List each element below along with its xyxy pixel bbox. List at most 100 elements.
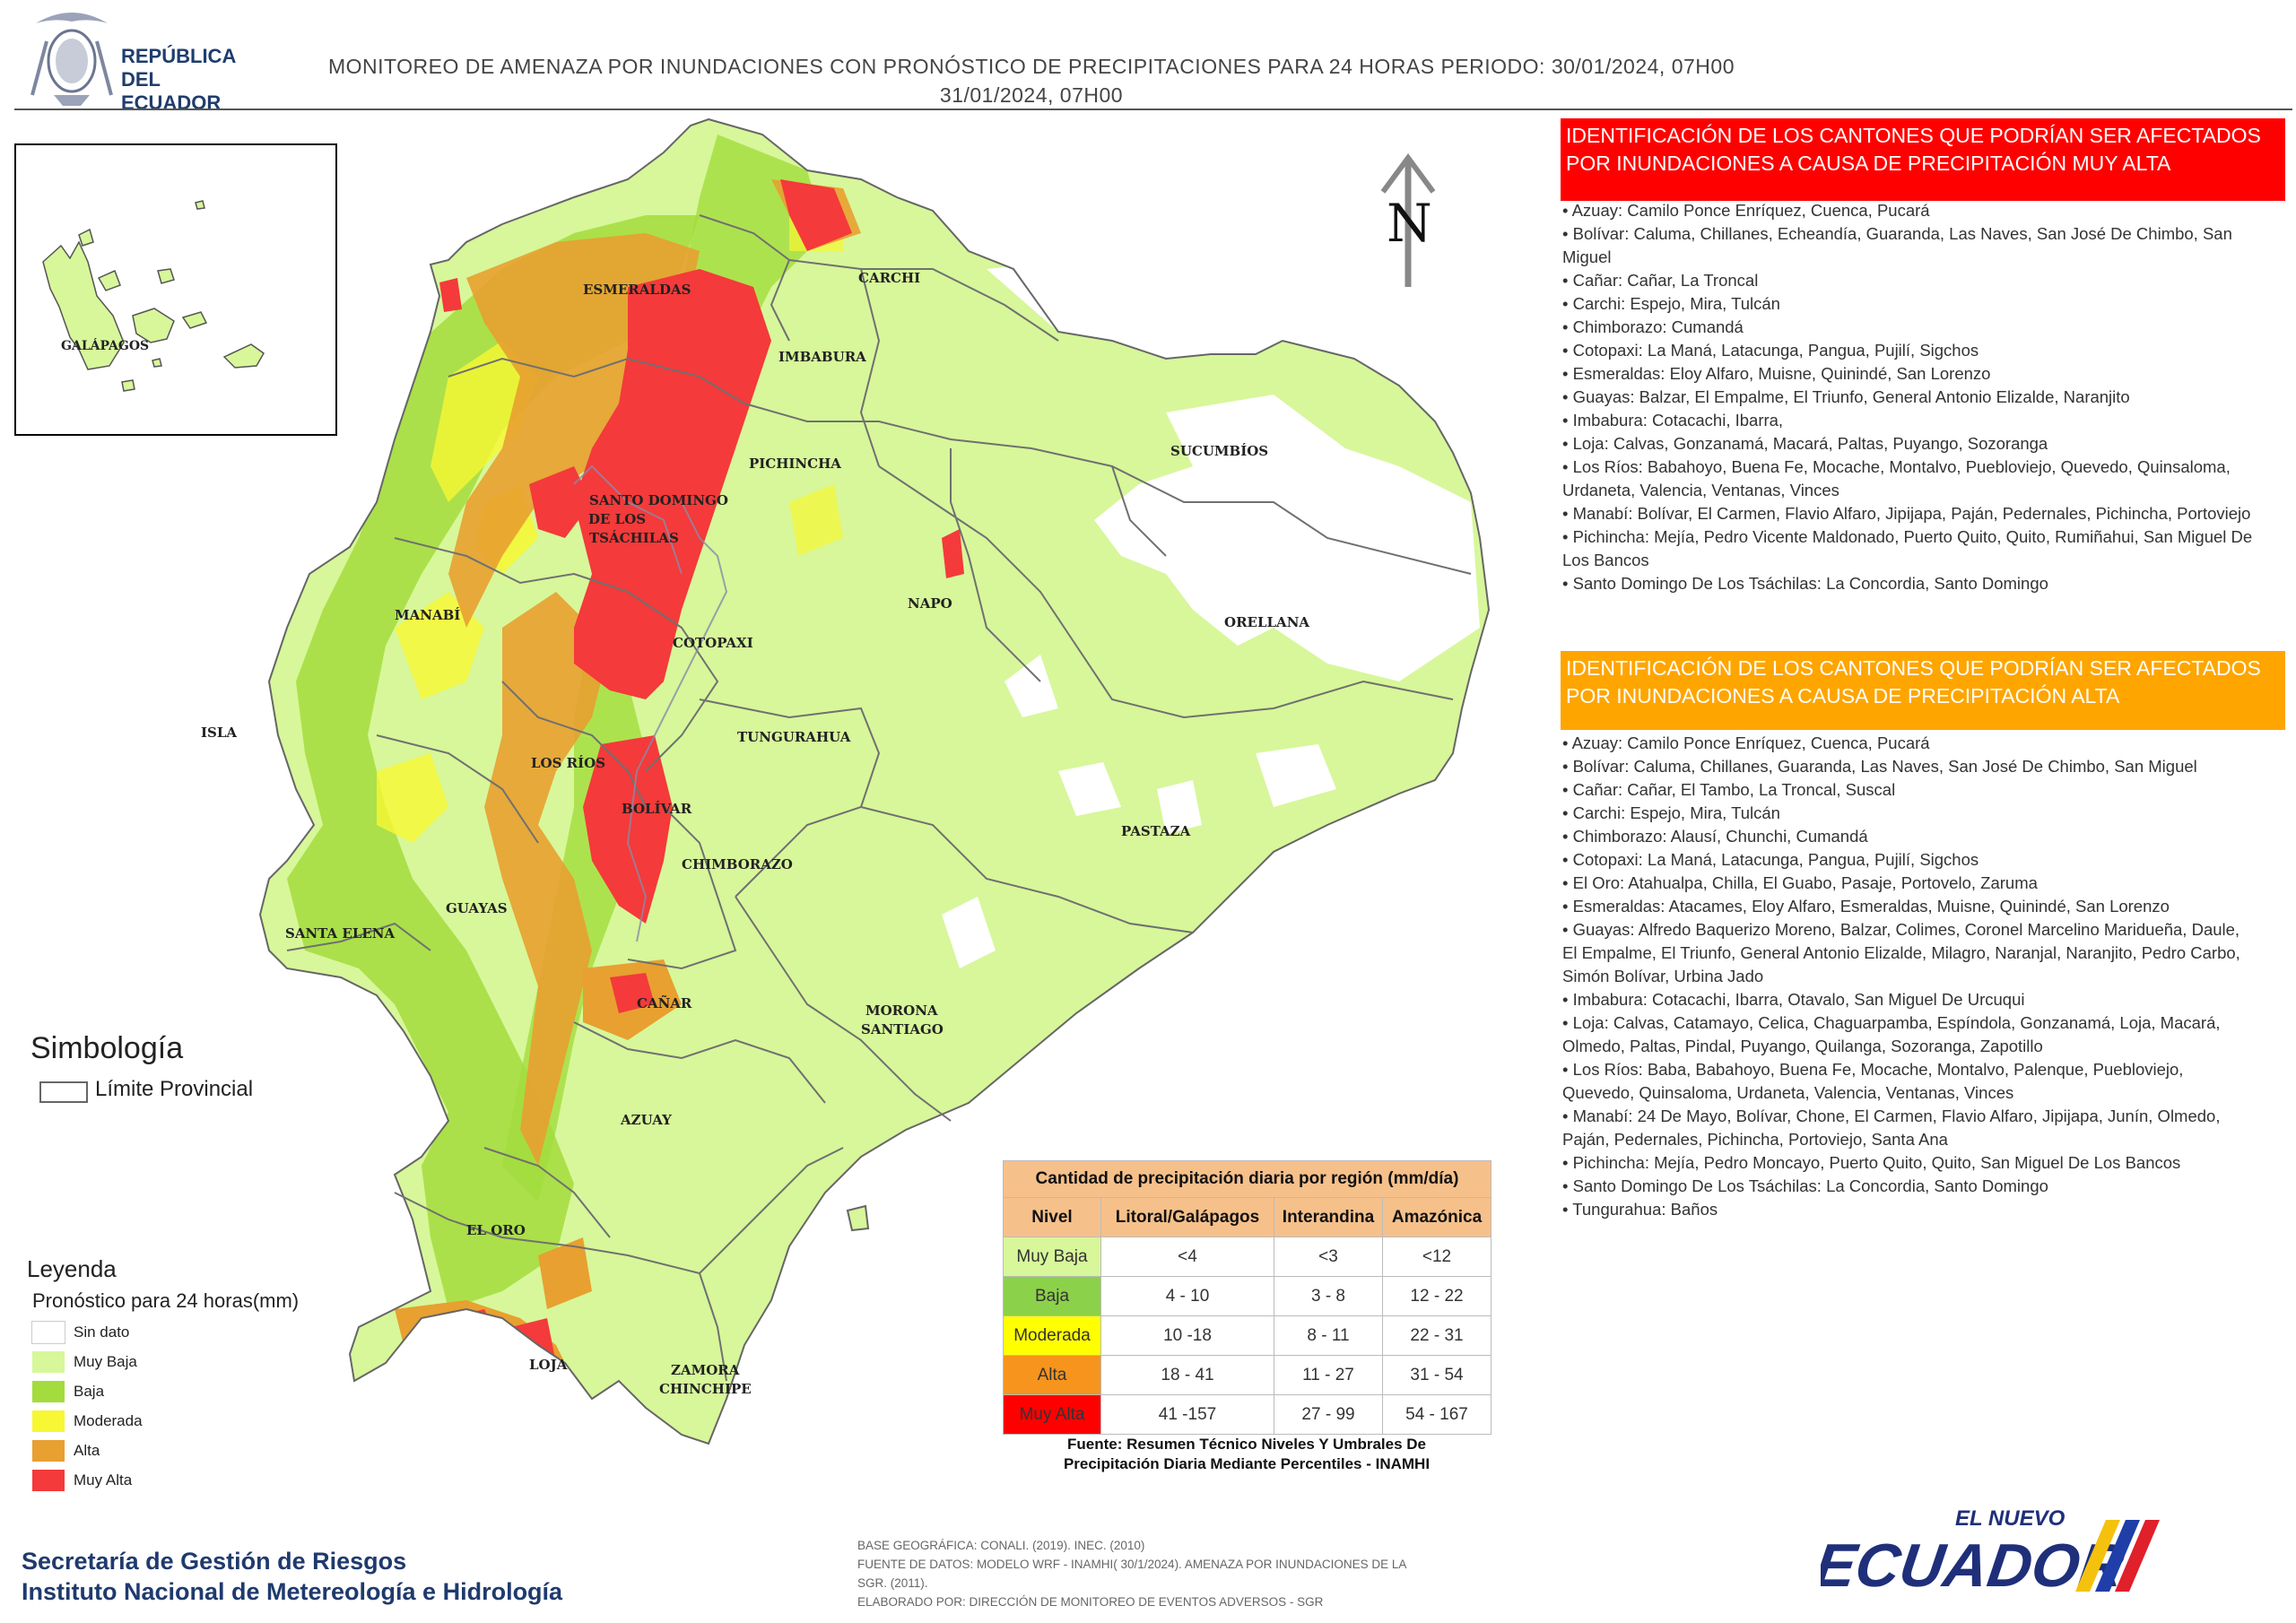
list-item: • Carchi: Espejo, Mira, Tulcán [1562, 803, 1780, 822]
list-item: • Esmeraldas: Atacames, Eloy Alfaro, Esm… [1562, 897, 2170, 916]
list-item: • Guayas: Alfredo Baquerizo Moreno, Balz… [1562, 920, 2240, 985]
leyenda-title: Leyenda [27, 1255, 117, 1282]
label-imbabura: IMBABURA [778, 349, 866, 365]
footer-organizations: Secretaría de Gestión de Riesgos Institu… [22, 1546, 562, 1607]
list-item: • Los Ríos: Baba, Babahoyo, Buena Fe, Mo… [1562, 1060, 2184, 1102]
legend-swatch [32, 1470, 65, 1491]
note-line-2: FUENTE DE DATOS: MODELO WRF - INAMHI( 30… [857, 1558, 1407, 1571]
galapagos-map: GALÁPAGOS [42, 200, 265, 392]
org-line-1: Secretaría de Gestión de Riesgos [22, 1548, 407, 1575]
label-cotopaxi: COTOPAXI [673, 635, 753, 651]
table-row: Muy Alta 41 -157 27 - 99 54 - 167 [1003, 1394, 1492, 1435]
label-bolivar: BOLÍVAR [622, 801, 692, 817]
level-cell: Muy Baja [1003, 1237, 1101, 1277]
legend-swatch [32, 1440, 65, 1462]
threshold-table: Cantidad de precipitación diaria por reg… [1003, 1160, 1492, 1435]
legend-swatch [32, 1410, 65, 1432]
galapagos-inset: GALÁPAGOS [14, 143, 337, 436]
title-line-1: MONITOREO DE AMENAZA POR INUNDACIONES CO… [327, 55, 1735, 78]
table-header: Interandina [1274, 1197, 1383, 1237]
amazonica-cell: 22 - 31 [1382, 1315, 1492, 1356]
label-tsachilas: TSÁCHILAS [589, 530, 679, 546]
list-item: • Santo Domingo De Los Tsáchilas: La Con… [1562, 574, 2048, 593]
label-santa-elena: SANTA ELENA [285, 925, 396, 942]
flag-stripes-icon [2075, 1520, 2160, 1592]
brand-small: EL NUEVO [1955, 1506, 2066, 1531]
header-divider [14, 108, 2292, 110]
source-line-1: Fuente: Resumen Técnico Niveles Y Umbral… [1067, 1436, 1426, 1453]
litoral-cell: 10 -18 [1100, 1315, 1274, 1356]
list-item: • Pichincha: Mejía, Pedro Moncayo, Puert… [1562, 1153, 2181, 1172]
label-loja: LOJA [529, 1357, 568, 1373]
amazonica-cell: <12 [1382, 1237, 1492, 1277]
litoral-cell: 41 -157 [1100, 1394, 1274, 1435]
table-row: Moderada 10 -18 8 - 11 22 - 31 [1003, 1315, 1492, 1356]
list-item: • Cañar: Cañar, La Troncal [1562, 271, 1759, 290]
leyenda-subtitle: Pronóstico para 24 horas(mm) [32, 1289, 300, 1312]
litoral-cell: <4 [1100, 1237, 1274, 1277]
limite-provincial-label: Límite Provincial [95, 1077, 254, 1101]
legend-swatch [31, 1321, 65, 1344]
list-item: • Azuay: Camilo Ponce Enríquez, Cuenca, … [1562, 733, 1930, 752]
list-item: • Bolívar: Caluma, Chillanes, Guaranda, … [1562, 757, 2197, 776]
list-item: • Manabí: 24 De Mayo, Bolívar, Chone, El… [1562, 1107, 2221, 1149]
label-santiago: SANTIAGO [861, 1021, 944, 1037]
list-item: • Pichincha: Mejía, Pedro Vicente Maldon… [1562, 527, 2253, 569]
label-esmeraldas: ESMERALDAS [583, 282, 691, 298]
label-de-los: DE LOS [588, 511, 646, 527]
interandina-cell: 3 - 8 [1274, 1276, 1383, 1316]
label-orellana: ORELLANA [1224, 614, 1309, 630]
north-letter: N [1387, 193, 1432, 254]
legend-label: Muy Baja [74, 1353, 137, 1370]
legend-label: Muy Alta [74, 1471, 133, 1488]
list-item: • Carchi: Espejo, Mira, Tulcán [1562, 294, 1780, 313]
list-item: • Cotopaxi: La Maná, Latacunga, Pangua, … [1562, 341, 1979, 360]
amazonica-cell: 12 - 22 [1382, 1276, 1492, 1316]
label-canar: CAÑAR [637, 994, 692, 1011]
label-guayas: GUAYAS [446, 900, 508, 916]
simbologia-title: Simbología [30, 1031, 184, 1065]
label-carchi: CARCHI [858, 270, 920, 286]
list-item: • Esmeraldas: Eloy Alfaro, Muisne, Quini… [1562, 364, 1991, 383]
table-header: Litoral/Galápagos [1100, 1197, 1274, 1237]
north-arrow-icon [1380, 152, 1436, 287]
list-item: • Cotopaxi: La Maná, Latacunga, Pangua, … [1562, 850, 1979, 869]
label-los-rios: LOS RÍOS [531, 755, 605, 771]
label-napo: NAPO [908, 595, 952, 612]
province-boundaries [286, 214, 1472, 1382]
level-cell: Baja [1003, 1276, 1101, 1316]
inset-label: GALÁPAGOS [61, 337, 149, 353]
list-item: • Loja: Calvas, Gonzanamá, Macará, Palta… [1562, 434, 2048, 453]
amazonica-cell: 31 - 54 [1382, 1355, 1492, 1395]
table-header: Nivel [1003, 1197, 1101, 1237]
list-item: • Guayas: Balzar, El Empalme, El Triunfo… [1562, 387, 2130, 406]
level-cell: Moderada [1003, 1315, 1101, 1356]
list-item: • Cañar: Cañar, El Tambo, La Troncal, Su… [1562, 780, 1896, 799]
list-item: • Los Ríos: Babahoyo, Buena Fe, Mocache,… [1562, 457, 2231, 499]
list-item: • Manabí: Bolívar, El Carmen, Flavio Alf… [1562, 504, 2251, 523]
amazonica-cell: 54 - 167 [1382, 1394, 1492, 1435]
legend-swatch [32, 1381, 65, 1402]
level-cell: Muy Alta [1003, 1394, 1101, 1435]
muy-alta-cantons-list: • Azuay: Camilo Ponce Enríquez, Cuenca, … [1562, 199, 2253, 595]
interandina-cell: 27 - 99 [1274, 1394, 1383, 1435]
el-nuevo-ecuador-logo: EL NUEVO ECUADOR [1821, 1506, 2160, 1600]
list-item: • Loja: Calvas, Catamayo, Celica, Chagua… [1562, 1013, 2221, 1055]
list-item: • El Oro: Atahualpa, Chilla, El Guabo, P… [1562, 873, 2038, 892]
legend-label: Alta [74, 1442, 100, 1459]
logo-line-1: REPÚBLICA [121, 45, 237, 67]
table-header: Amazónica [1382, 1197, 1492, 1237]
label-zamora: ZAMORA [671, 1362, 740, 1378]
interandina-cell: 11 - 27 [1274, 1355, 1383, 1395]
list-item: • Tungurahua: Baños [1562, 1200, 1718, 1219]
label-azuay: AZUAY [620, 1112, 672, 1128]
legend-label: Moderada [74, 1412, 143, 1429]
legend-label: Sin dato [74, 1324, 130, 1341]
list-item: • Azuay: Camilo Ponce Enríquez, Cuenca, … [1562, 201, 1930, 220]
list-item: • Chimborazo: Alausí, Chunchi, Cumandá [1562, 827, 1868, 846]
alta-cantons-list: • Azuay: Camilo Ponce Enríquez, Cuenca, … [1562, 732, 2253, 1221]
table-row: Muy Baja <4 <3 <12 [1003, 1237, 1492, 1277]
table-row: Alta 18 - 41 11 - 27 31 - 54 [1003, 1355, 1492, 1395]
title-line-2: 31/01/2024, 07H00 [939, 83, 1124, 107]
litoral-cell: 18 - 41 [1100, 1355, 1274, 1395]
